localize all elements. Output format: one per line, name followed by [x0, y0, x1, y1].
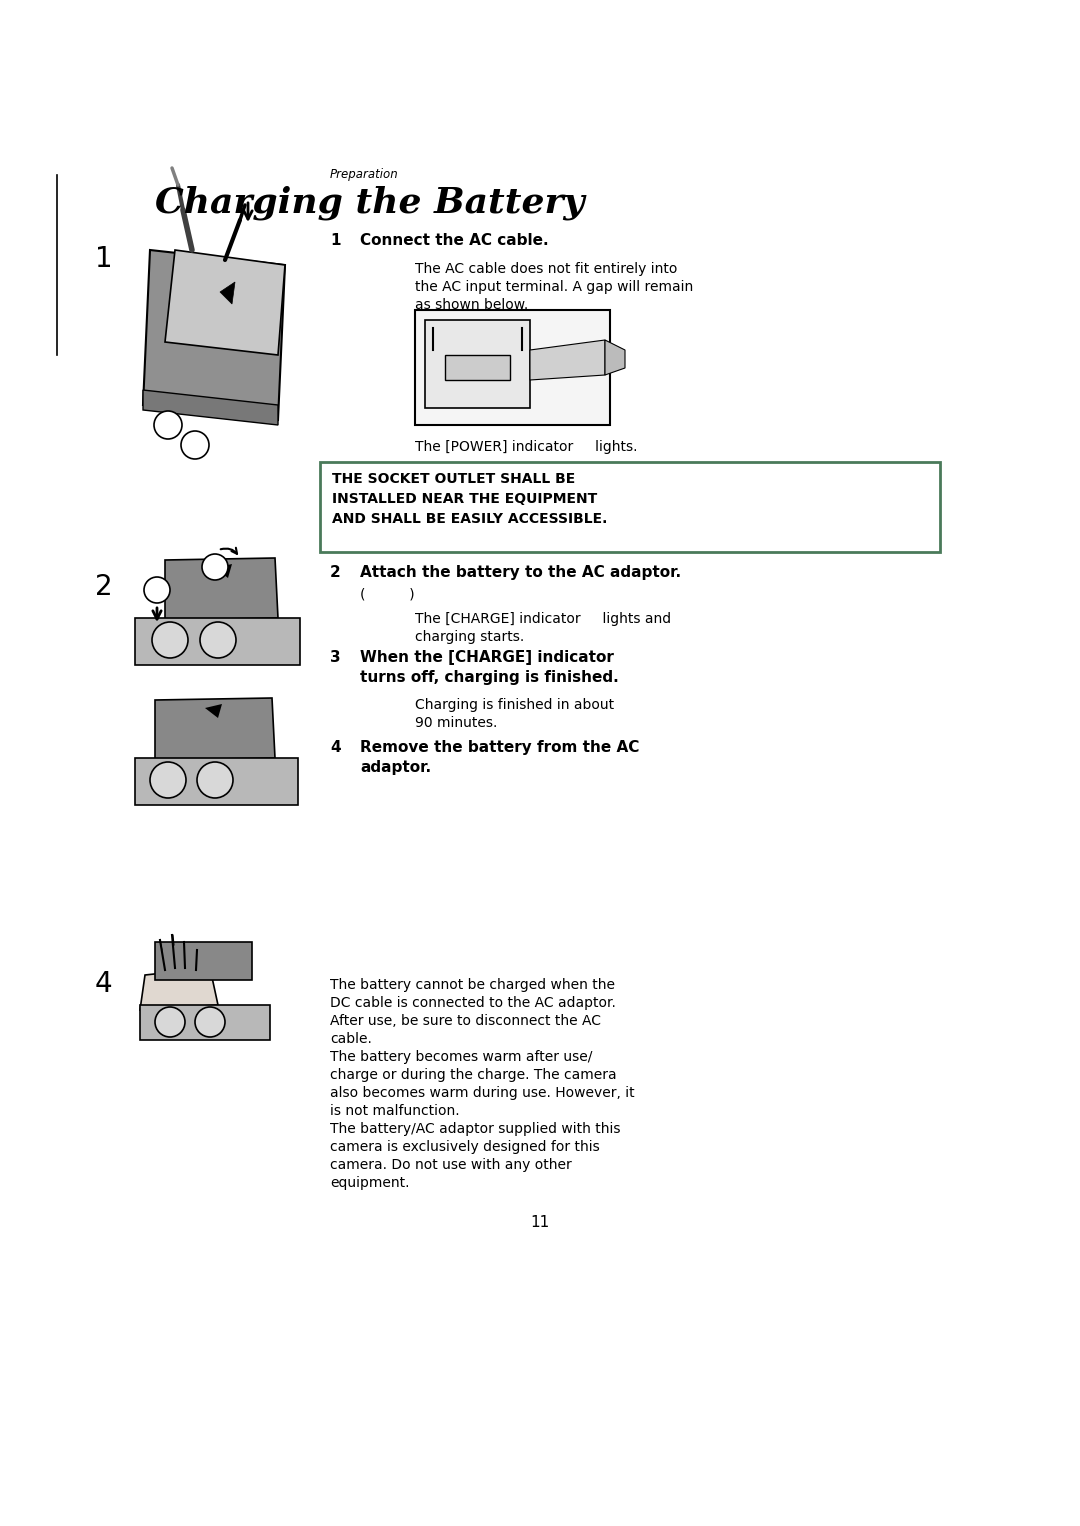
Circle shape [144, 577, 170, 603]
Text: charging starts.: charging starts. [415, 630, 524, 644]
Bar [445, 356, 510, 380]
Circle shape [181, 430, 210, 459]
Text: The battery/AC adaptor supplied with this: The battery/AC adaptor supplied with thi… [330, 1122, 621, 1135]
Polygon shape [156, 697, 275, 760]
Text: 1: 1 [95, 246, 112, 273]
Text: AND SHALL BE EASILY ACCESSIBLE.: AND SHALL BE EASILY ACCESSIBLE. [332, 513, 607, 526]
Text: 4: 4 [95, 971, 112, 998]
Text: as shown below.: as shown below. [415, 298, 528, 311]
Text: camera. Do not use with any other: camera. Do not use with any other [330, 1158, 571, 1172]
Text: camera is exclusively designed for this: camera is exclusively designed for this [330, 1140, 599, 1154]
Text: The AC cable does not fit entirely into: The AC cable does not fit entirely into [415, 262, 677, 276]
Text: THE SOCKET OUTLET SHALL BE: THE SOCKET OUTLET SHALL BE [332, 472, 576, 485]
Polygon shape [156, 942, 252, 980]
Circle shape [200, 623, 237, 658]
Polygon shape [530, 340, 605, 380]
Text: charge or during the charge. The camera: charge or during the charge. The camera [330, 1068, 617, 1082]
Text: equipment.: equipment. [330, 1177, 409, 1190]
Text: 2: 2 [330, 565, 341, 580]
Text: After use, be sure to disconnect the AC: After use, be sure to disconnect the AC [330, 1013, 600, 1029]
Text: also becomes warm during use. However, it: also becomes warm during use. However, i… [330, 1087, 635, 1100]
Polygon shape [165, 559, 278, 620]
Text: Charging is finished in about: Charging is finished in about [415, 697, 615, 713]
Text: 11: 11 [530, 1215, 550, 1230]
Text: Remove the battery from the AC: Remove the battery from the AC [360, 740, 639, 755]
Text: the AC input terminal. A gap will remain: the AC input terminal. A gap will remain [415, 279, 693, 295]
Polygon shape [205, 703, 222, 719]
Text: is not malfunction.: is not malfunction. [330, 1103, 460, 1119]
Text: Preparation: Preparation [330, 168, 399, 182]
Polygon shape [165, 250, 285, 356]
Polygon shape [143, 391, 278, 426]
Text: 1: 1 [212, 562, 218, 572]
Text: 3: 3 [330, 650, 340, 665]
Text: cable.: cable. [330, 1032, 372, 1045]
Bar [320, 462, 940, 552]
Circle shape [202, 554, 228, 580]
Polygon shape [220, 282, 235, 304]
Circle shape [152, 623, 188, 658]
Polygon shape [135, 618, 300, 665]
Polygon shape [605, 340, 625, 375]
Circle shape [150, 761, 186, 798]
Polygon shape [135, 758, 298, 806]
Text: 1: 1 [330, 233, 340, 249]
Text: Attach the battery to the AC adaptor.: Attach the battery to the AC adaptor. [360, 565, 681, 580]
Text: The battery cannot be charged when the: The battery cannot be charged when the [330, 978, 615, 992]
Text: (          ): ( ) [360, 588, 415, 601]
Bar [426, 320, 530, 407]
Text: adaptor.: adaptor. [360, 760, 431, 775]
Circle shape [154, 410, 183, 439]
Text: B: B [191, 439, 199, 450]
Text: A: A [164, 420, 172, 430]
Text: The battery becomes warm after use/: The battery becomes warm after use/ [330, 1050, 592, 1064]
Bar [415, 310, 610, 426]
Text: 90 minutes.: 90 minutes. [415, 716, 498, 729]
Circle shape [197, 761, 233, 798]
Text: 2: 2 [95, 572, 112, 601]
Polygon shape [215, 565, 232, 578]
Text: 2: 2 [153, 584, 160, 595]
Text: 4: 4 [330, 740, 340, 755]
Text: The [CHARGE] indicator     lights and: The [CHARGE] indicator lights and [415, 612, 671, 626]
Text: DC cable is connected to the AC adaptor.: DC cable is connected to the AC adaptor. [330, 996, 616, 1010]
Text: Charging the Battery: Charging the Battery [156, 185, 584, 220]
Text: Connect the AC cable.: Connect the AC cable. [360, 233, 549, 249]
Circle shape [156, 1007, 185, 1038]
Polygon shape [140, 1006, 270, 1041]
Circle shape [195, 1007, 225, 1038]
Text: When the [CHARGE] indicator: When the [CHARGE] indicator [360, 650, 613, 665]
Polygon shape [143, 250, 285, 420]
Text: INSTALLED NEAR THE EQUIPMENT: INSTALLED NEAR THE EQUIPMENT [332, 491, 597, 507]
Text: turns off, charging is finished.: turns off, charging is finished. [360, 670, 619, 685]
Polygon shape [140, 967, 218, 1010]
Text: The [POWER] indicator     lights.: The [POWER] indicator lights. [415, 439, 637, 455]
